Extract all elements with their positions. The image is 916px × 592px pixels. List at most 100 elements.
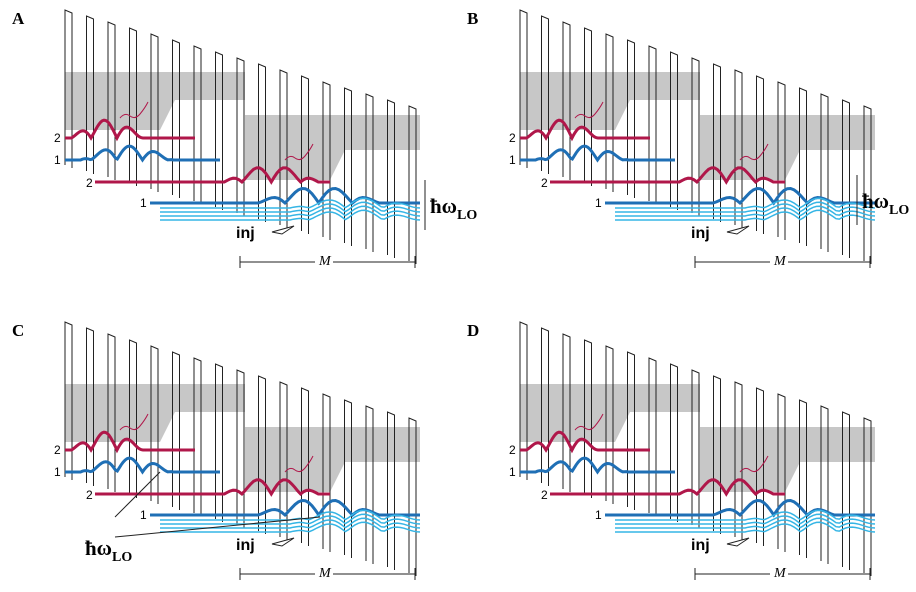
- period-bg: [770, 564, 788, 580]
- barrier: [691, 57, 700, 216]
- level-label: 2: [509, 443, 516, 457]
- injector-level: [615, 201, 876, 213]
- barrier: [236, 57, 245, 216]
- inj-label: inj: [236, 537, 255, 554]
- barrier: [863, 105, 872, 264]
- barrier: [799, 87, 807, 246]
- barrier: [86, 15, 94, 174]
- period-label: M: [773, 254, 787, 269]
- barrier: [365, 405, 374, 564]
- barrier: [215, 363, 223, 522]
- level-label: 2: [541, 488, 548, 502]
- barrier: [799, 399, 807, 558]
- energy-symbol: ħω: [862, 189, 889, 213]
- energy-label: ħωLO: [85, 536, 132, 565]
- barrier: [734, 69, 743, 228]
- injector-level: [160, 521, 421, 533]
- gray-band: [520, 72, 700, 130]
- gray-band: [520, 384, 700, 442]
- panel: D 2 1 2 1 inj M: [467, 321, 876, 581]
- level-2: [550, 478, 785, 497]
- barrier: [713, 375, 721, 534]
- panel-label: D: [467, 321, 479, 340]
- barrier: [670, 51, 678, 210]
- injector-level: [615, 517, 876, 529]
- barrier: [541, 15, 549, 174]
- barrier: [627, 39, 635, 198]
- level-1: [65, 456, 220, 475]
- energy-subscript: LO: [457, 208, 477, 223]
- barrier: [562, 333, 571, 492]
- barrier: [584, 27, 592, 186]
- barrier: [322, 393, 331, 552]
- barrier: [322, 81, 331, 240]
- injector-level: [160, 197, 421, 209]
- emission: [284, 143, 314, 161]
- level-label: 1: [595, 508, 602, 522]
- barrier: [129, 339, 137, 498]
- barrier: [193, 357, 202, 516]
- barrier: [236, 369, 245, 528]
- barrier: [129, 27, 137, 186]
- level-2: [95, 166, 330, 185]
- barrier: [408, 105, 417, 264]
- barrier: [691, 369, 700, 528]
- level-label: 2: [86, 176, 93, 190]
- barrier: [842, 411, 850, 570]
- level-1: [520, 456, 675, 475]
- level-2: [65, 118, 195, 142]
- period-bg: [315, 564, 333, 580]
- barrier: [670, 363, 678, 522]
- injector-level: [615, 209, 876, 221]
- gray-band: [245, 115, 420, 180]
- barrier: [107, 333, 116, 492]
- inj-pointer: [271, 537, 295, 547]
- barrier: [258, 63, 266, 222]
- level-1: [150, 498, 420, 518]
- barrier: [541, 327, 549, 486]
- barrier: [820, 405, 829, 564]
- barrier: [279, 69, 288, 228]
- level-label: 1: [509, 465, 516, 479]
- barrier: [519, 321, 528, 480]
- injector-level: [615, 509, 876, 521]
- emission: [574, 101, 604, 119]
- level-label: 2: [541, 176, 548, 190]
- barrier: [387, 99, 395, 258]
- injector-level: [160, 209, 421, 221]
- barrier: [301, 75, 309, 234]
- gray-band: [65, 384, 245, 442]
- injector-level: [160, 201, 421, 213]
- barrier: [107, 21, 116, 180]
- injector-level: [160, 513, 421, 525]
- gray-band: [65, 72, 245, 130]
- inj-pointer: [271, 225, 295, 235]
- level-label: 1: [54, 465, 61, 479]
- barrier: [648, 357, 657, 516]
- barrier: [86, 327, 94, 486]
- energy-symbol: ħω: [85, 536, 112, 560]
- level-label: 1: [509, 153, 516, 167]
- inj-label: inj: [236, 225, 255, 242]
- barrier: [648, 45, 657, 204]
- emission: [739, 143, 769, 161]
- inj-pointer: [726, 225, 750, 235]
- level-2: [95, 478, 330, 497]
- barrier: [172, 351, 180, 510]
- barrier: [734, 381, 743, 540]
- energy-pointer: [114, 516, 321, 538]
- period-label: M: [318, 254, 332, 269]
- barrier: [64, 9, 73, 168]
- level-2: [65, 430, 195, 454]
- barrier: [756, 387, 764, 546]
- barrier: [344, 87, 352, 246]
- barrier: [258, 375, 266, 534]
- level-1: [605, 498, 875, 518]
- barrier: [777, 81, 786, 240]
- barrier: [777, 393, 786, 552]
- inj-pointer: [726, 537, 750, 547]
- barrier: [150, 345, 159, 504]
- gray-band: [700, 115, 875, 180]
